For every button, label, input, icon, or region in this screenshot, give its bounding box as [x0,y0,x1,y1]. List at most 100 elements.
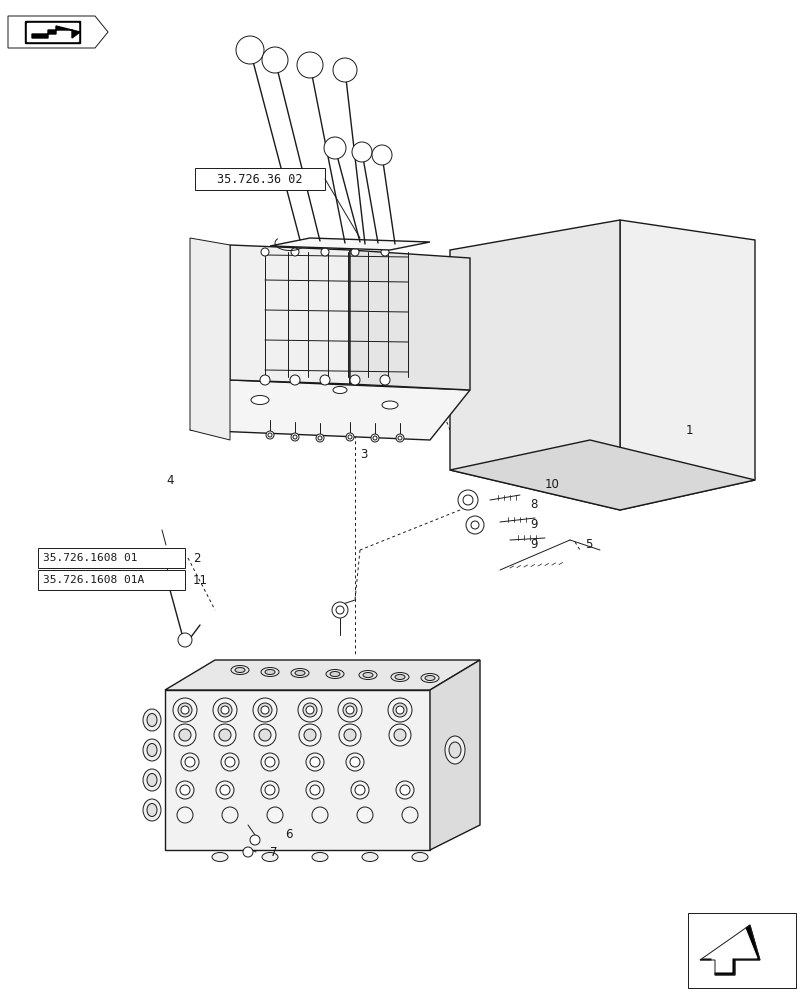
Ellipse shape [333,386,346,393]
Ellipse shape [411,852,427,861]
Polygon shape [190,238,230,440]
Ellipse shape [420,674,439,682]
Circle shape [345,706,354,714]
Ellipse shape [234,668,245,672]
Circle shape [486,396,493,404]
Ellipse shape [147,713,157,726]
Circle shape [350,781,368,799]
Circle shape [216,781,234,799]
Circle shape [348,435,351,439]
Circle shape [351,142,371,162]
Text: 2: 2 [193,552,200,564]
Text: 9: 9 [530,518,537,532]
Ellipse shape [230,666,249,674]
Ellipse shape [147,774,157,786]
Circle shape [338,724,361,746]
Circle shape [268,433,272,437]
Circle shape [400,785,410,795]
Text: 35.726.36 02: 35.726.36 02 [217,173,303,186]
Ellipse shape [358,670,376,680]
Circle shape [393,703,406,717]
Circle shape [260,375,270,385]
Circle shape [336,606,344,614]
Circle shape [401,807,418,823]
Circle shape [324,137,345,159]
Polygon shape [27,23,78,41]
Circle shape [212,698,237,722]
Circle shape [315,434,324,442]
Circle shape [225,757,234,767]
Circle shape [371,145,392,165]
Circle shape [350,375,359,385]
Circle shape [310,757,320,767]
Text: 11: 11 [193,574,208,586]
Circle shape [380,375,389,385]
Circle shape [293,435,297,439]
Circle shape [674,335,684,345]
Bar [195,168,324,190]
Circle shape [298,724,320,746]
Ellipse shape [394,674,405,680]
Circle shape [332,602,348,618]
Circle shape [311,807,328,823]
Circle shape [354,785,365,795]
Circle shape [260,706,268,714]
Circle shape [371,434,379,442]
Circle shape [396,434,404,442]
Circle shape [303,729,315,741]
Circle shape [320,248,328,256]
Text: 35.726.1608 01: 35.726.1608 01 [43,553,137,563]
Circle shape [178,703,191,717]
Circle shape [462,495,473,505]
Circle shape [264,785,275,795]
Circle shape [337,698,362,722]
Circle shape [345,753,363,771]
Polygon shape [449,220,620,510]
Ellipse shape [444,736,465,764]
Text: 4: 4 [165,474,174,487]
Ellipse shape [147,803,157,816]
Circle shape [674,405,684,415]
Circle shape [185,757,195,767]
Circle shape [457,490,478,510]
Ellipse shape [294,670,305,676]
Text: 35.726.1608 01A: 35.726.1608 01A [43,575,144,585]
Circle shape [290,433,298,441]
Circle shape [396,781,414,799]
Text: 5: 5 [584,538,592,552]
Circle shape [267,807,283,823]
Circle shape [318,436,322,440]
Circle shape [372,436,376,440]
Circle shape [180,785,190,795]
Circle shape [303,703,316,717]
Polygon shape [8,16,108,48]
Ellipse shape [143,709,161,731]
Circle shape [260,248,268,256]
Polygon shape [165,690,430,850]
Circle shape [214,724,236,746]
Ellipse shape [381,401,397,409]
Ellipse shape [329,672,340,676]
Circle shape [236,36,264,64]
Polygon shape [230,245,350,384]
Circle shape [357,807,372,823]
Text: 1: 1 [685,424,693,436]
Ellipse shape [363,672,372,678]
Circle shape [388,724,410,746]
Bar [38,548,185,568]
Circle shape [290,375,299,385]
Ellipse shape [391,672,409,682]
Circle shape [181,706,189,714]
Circle shape [181,753,199,771]
Ellipse shape [251,395,268,404]
Circle shape [259,729,271,741]
Ellipse shape [143,769,161,791]
Polygon shape [620,220,754,510]
Circle shape [470,521,478,529]
Ellipse shape [262,852,277,861]
Circle shape [262,47,288,73]
Circle shape [266,431,273,439]
Text: 3: 3 [359,448,367,462]
Circle shape [344,729,355,741]
Text: 6: 6 [285,828,292,841]
